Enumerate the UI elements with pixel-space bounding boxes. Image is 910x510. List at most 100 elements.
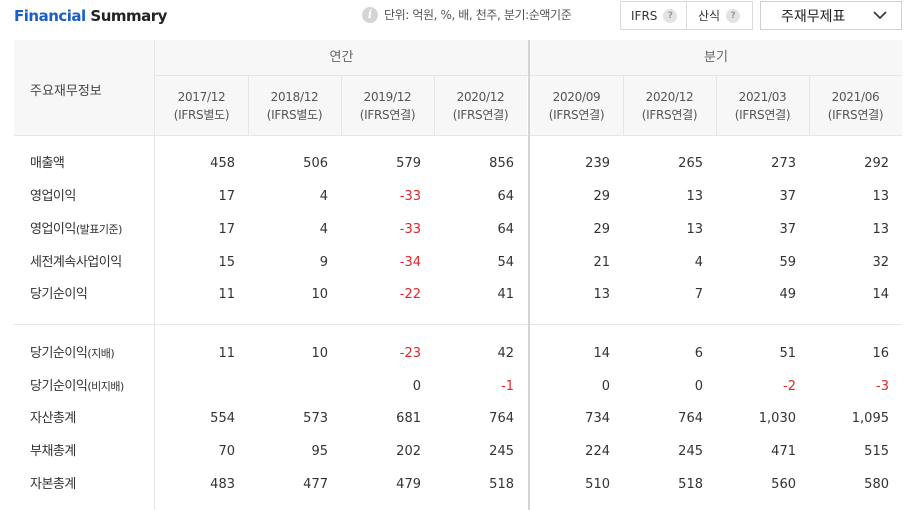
financial-summary-table: 주요재무정보 연간 분기 2017/12 (IFRS별도) 2018/12 (IFRS… <box>14 40 902 510</box>
row-label-main: 당기순이익 <box>30 346 88 361</box>
table-cell: 292 <box>864 156 889 171</box>
row-label-main: 영업이익 <box>30 189 76 204</box>
info-icon[interactable]: i <box>362 6 378 23</box>
quarterly-label: 분기 <box>704 50 728 65</box>
table-cell: 0 <box>412 379 421 394</box>
row-label: 자산총계 <box>30 403 76 435</box>
row-label: 자본총계 <box>30 469 76 501</box>
table-cell: -33 <box>399 189 421 204</box>
table-cell: 9 <box>319 255 328 270</box>
table-cell: -2 <box>783 379 796 394</box>
formula-button[interactable]: 산식 ? <box>686 1 753 30</box>
table-cell: -33 <box>399 222 421 237</box>
table-cell: 13 <box>872 189 889 204</box>
table-cell: 1,030 <box>758 411 796 426</box>
row-label-sub: (발표기준) <box>75 223 123 236</box>
table-cell: 245 <box>678 444 703 459</box>
column-basis: (IFRS별도) <box>173 108 230 122</box>
table-row: 자산총계 554 573 681 764 734 764 1,030 1,095 <box>14 403 902 435</box>
table-cell: 764 <box>489 411 514 426</box>
table-cell: 17 <box>218 222 235 237</box>
table-cell: 11 <box>218 287 235 302</box>
table-cell: 16 <box>872 346 889 361</box>
column-period: 2021/06 <box>831 90 880 104</box>
column-basis: (IFRS연결) <box>734 108 791 122</box>
annual-label: 연간 <box>329 50 354 65</box>
table-cell: 4 <box>319 189 328 204</box>
help-icon[interactable]: ? <box>726 8 741 23</box>
column-period: 2018/12 <box>270 90 319 104</box>
table-cell: 518 <box>489 477 514 492</box>
table-cell: 11 <box>218 346 235 361</box>
column-period: 2020/09 <box>552 90 601 104</box>
table-cell: 273 <box>771 156 796 171</box>
table-cell: 202 <box>396 444 421 459</box>
row-label: 영업이익(발표기준) <box>30 214 122 246</box>
column-basis: (IFRS연결) <box>452 108 509 122</box>
table-cell: 7 <box>694 287 703 302</box>
table-cell: 10 <box>311 346 328 361</box>
row-header-label: 주요재무정보 <box>30 84 102 99</box>
table-cell: 29 <box>593 189 610 204</box>
table-cell: 518 <box>678 477 703 492</box>
row-label: 매출액 <box>30 148 65 180</box>
column-header: 2021/03 (IFRS연결) <box>716 76 809 135</box>
table-cell: 510 <box>585 477 610 492</box>
help-icon[interactable]: ? <box>663 8 678 23</box>
column-basis: (IFRS연결) <box>827 108 884 122</box>
row-label-main: 부채총계 <box>30 444 76 459</box>
table-cell: 10 <box>311 287 328 302</box>
table-row: 세전계속사업이익 15 9 -34 54 21 4 59 32 <box>14 247 902 279</box>
table-cell: 856 <box>489 156 514 171</box>
table-cell: 681 <box>396 411 421 426</box>
table-cell: 764 <box>678 411 703 426</box>
table-cell: -23 <box>399 346 421 361</box>
table-cell: 13 <box>593 287 610 302</box>
table-cell: 734 <box>585 411 610 426</box>
table-cell: -1 <box>501 379 514 394</box>
statement-type-value: 주재무제표 <box>781 8 846 25</box>
table-cell: 15 <box>218 255 235 270</box>
table-cell: 560 <box>771 477 796 492</box>
page-title: Financial Summary <box>14 7 167 25</box>
column-basis: (IFRS별도) <box>266 108 323 122</box>
title-rest: Summary <box>90 7 167 25</box>
column-period: 2017/12 <box>177 90 226 104</box>
column-header: 2019/12 (IFRS연결) <box>341 76 434 135</box>
row-label-main: 자본총계 <box>30 477 76 492</box>
row-label: 세전계속사업이익 <box>30 247 122 279</box>
statement-type-select[interactable]: 주재무제표 <box>760 1 902 30</box>
table-cell: 0 <box>694 379 703 394</box>
table-cell: 64 <box>497 189 514 204</box>
table-cell: 239 <box>585 156 610 171</box>
table-cell: 506 <box>303 156 328 171</box>
table-cell: -34 <box>399 255 421 270</box>
row-label: 당기순이익 <box>30 279 88 311</box>
column-header: 2018/12 (IFRS별도) <box>248 76 341 135</box>
column-header: 2020/09 (IFRS연결) <box>530 76 623 135</box>
table-cell: 0 <box>601 379 610 394</box>
table-cell: 64 <box>497 222 514 237</box>
unit-text: 단위: 억원, %, 배, 천주, 분기:순액기준 <box>384 8 572 22</box>
table-cell: 580 <box>864 477 889 492</box>
ifrs-button[interactable]: IFRS ? <box>620 1 687 30</box>
column-period: 2020/12 <box>456 90 505 104</box>
table-cell: 515 <box>864 444 889 459</box>
column-header: 2017/12 (IFRS별도) <box>155 76 248 135</box>
table-cell: 13 <box>686 222 703 237</box>
quarterly-group-header: 분기 <box>530 40 902 75</box>
table-cell: 6 <box>694 346 703 361</box>
table-cell: 265 <box>678 156 703 171</box>
row-label: 부채총계 <box>30 436 76 468</box>
table-cell: 13 <box>686 189 703 204</box>
row-label-sub: (지배) <box>87 347 115 360</box>
annual-group-header: 연간 <box>155 40 528 75</box>
column-basis: (IFRS연결) <box>548 108 605 122</box>
column-period: 2021/03 <box>738 90 787 104</box>
financial-summary-header: Financial Summary i 단위: 억원, %, 배, 천주, 분기… <box>0 0 910 38</box>
row-label: 당기순이익(지배) <box>30 338 115 370</box>
row-label: 당기순이익(비지배) <box>30 371 124 403</box>
table-row: 영업이익(발표기준) 17 4 -33 64 29 13 37 13 <box>14 214 902 246</box>
table-cell: 483 <box>210 477 235 492</box>
table-cell: 471 <box>771 444 796 459</box>
